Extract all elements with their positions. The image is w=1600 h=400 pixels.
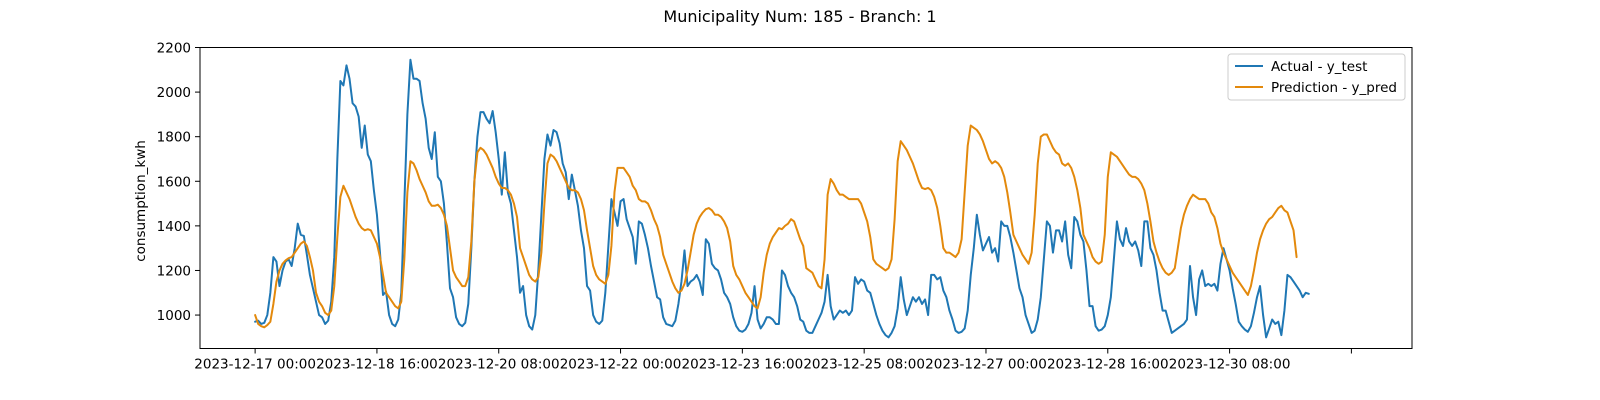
- x-tick-label: 2023-12-30 08:00: [1169, 357, 1291, 373]
- x-tick-label: 2023-12-17 00:00: [194, 357, 316, 373]
- x-tick-label: 2023-12-20 08:00: [438, 357, 560, 373]
- x-tick-label: 2023-12-23 16:00: [682, 357, 804, 373]
- series-layer: [254, 58, 1310, 339]
- plot-area-frame: [199, 47, 1413, 349]
- legend-label-1: Prediction - y_pred: [1271, 80, 1397, 96]
- y-tick-label: 1200: [157, 263, 191, 279]
- axes-layer: 1000 1200 1400 1600 1800 2000 2200 2023-12-17 0…: [157, 41, 1352, 373]
- x-tick-label: 2023-12-25 08:00: [803, 357, 925, 373]
- x-tick-label: 2023-12-18 16:00: [316, 357, 438, 373]
- y-tick-label: 1400: [157, 219, 191, 235]
- series-line-0: [254, 58, 1310, 339]
- y-tick-label: 2000: [157, 85, 191, 101]
- legend-frame: [1227, 53, 1406, 101]
- legend-label-0: Actual - y_test: [1271, 59, 1367, 75]
- y-tick-label: 1800: [157, 130, 191, 146]
- y-tick-label: 1600: [157, 174, 191, 190]
- legend: Actual - y_test Prediction - y_pred: [1227, 53, 1406, 101]
- y-axis-label: consumption_kwh: [133, 140, 149, 262]
- y-tick-label: 2200: [157, 41, 191, 57]
- chart-title: Municipality Num: 185 - Branch: 1: [663, 7, 936, 26]
- series-line-1: [254, 124, 1298, 329]
- y-tick-label: 1000: [157, 308, 191, 324]
- x-tick-label: 2023-12-22 00:00: [560, 357, 682, 373]
- x-tick-label: 2023-12-27 00:00: [925, 357, 1047, 373]
- x-tick-label: 2023-12-28 16:00: [1047, 357, 1169, 373]
